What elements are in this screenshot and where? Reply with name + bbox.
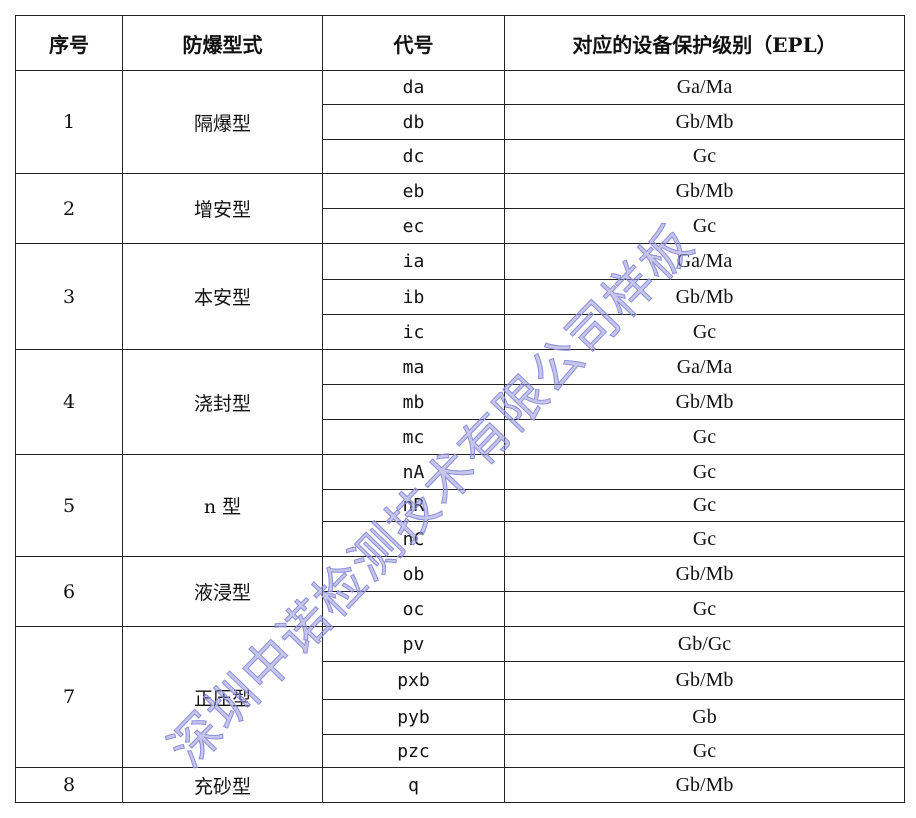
code: ma <box>322 349 505 385</box>
protection-type: 增安型 <box>122 173 323 244</box>
epl-level: Gb/Mb <box>504 556 905 592</box>
protection-type: 液浸型 <box>122 556 323 627</box>
epl-level: Gc <box>504 454 905 490</box>
code: q <box>322 767 505 803</box>
code: ia <box>322 243 505 280</box>
table-row: 4 浇封型 ma Ga/Ma <box>15 349 905 455</box>
table-row: ic Gc <box>16 314 905 350</box>
code: db <box>322 104 505 140</box>
epl-level: Ga/Ma <box>504 349 905 385</box>
table-row: dc Gc <box>16 139 905 174</box>
code: dc <box>322 139 505 174</box>
header-row: 序号 防爆型式 代号 对应的设备保护级别（EPL） <box>15 15 905 71</box>
code: ec <box>322 208 505 244</box>
code: ib <box>322 279 505 315</box>
code: nR <box>322 489 505 522</box>
epl-level: Gc <box>504 139 905 174</box>
table-row: pzc Gc <box>16 734 905 768</box>
epl-level: Gb/Mb <box>504 661 905 700</box>
epl-level: Gc <box>504 591 905 627</box>
epl-level: Gb <box>504 699 905 735</box>
protection-type: n 型 <box>122 454 323 557</box>
epl-level: Gc <box>504 734 905 768</box>
epl-level: Gc <box>504 521 905 557</box>
protection-type: 正压型 <box>122 626 323 768</box>
table-row: 8 充砂型 q Gb/Mb <box>15 767 905 803</box>
code: mb <box>322 384 505 420</box>
table-row: db Gb/Mb <box>16 104 905 140</box>
serial-number: 8 <box>15 767 123 803</box>
table-row: mc Gc <box>16 419 905 455</box>
epl-level: Gb/Mb <box>504 384 905 420</box>
epl-level: Gc <box>504 208 905 244</box>
protection-type: 隔爆型 <box>122 70 323 174</box>
epl-level: Gc <box>504 419 905 455</box>
explosion-protection-table: 序号 防爆型式 代号 对应的设备保护级别（EPL） 1 隔爆型 da Ga/Ma db G… <box>15 15 905 803</box>
table-row: ec Gc <box>16 208 905 244</box>
table-row: 3 本安型 ia Ga/Ma <box>15 243 905 350</box>
epl-level: Gb/Mb <box>504 767 905 803</box>
epl-level: Ga/Ma <box>504 243 905 280</box>
code: pzc <box>322 734 505 768</box>
table-row: nR Gc <box>16 489 905 522</box>
serial-number: 3 <box>15 243 123 350</box>
table-row: 1 隔爆型 da Ga/Ma <box>15 70 905 174</box>
protection-type: 浇封型 <box>122 349 323 455</box>
table-row: 2 增安型 eb Gb/Mb <box>15 173 905 244</box>
serial-number: 7 <box>15 626 123 768</box>
header-type: 防爆型式 <box>122 15 323 71</box>
table-row: mb Gb/Mb <box>16 384 905 420</box>
code: pyb <box>322 699 505 735</box>
code: eb <box>322 173 505 209</box>
code: oc <box>322 591 505 627</box>
header-no: 序号 <box>15 15 123 71</box>
serial-number: 2 <box>15 173 123 244</box>
protection-type: 充砂型 <box>122 767 323 803</box>
epl-level: Gb/Mb <box>504 173 905 209</box>
header-code: 代号 <box>322 15 505 71</box>
code: da <box>322 70 505 105</box>
table-row: 7 正压型 pv Gb/Gc <box>15 626 905 768</box>
table-row: oc Gc <box>16 591 905 627</box>
epl-level: Gc <box>504 314 905 350</box>
code: ob <box>322 556 505 592</box>
serial-number: 5 <box>15 454 123 557</box>
code: mc <box>322 419 505 455</box>
code: pv <box>322 626 505 662</box>
code: pxb <box>322 661 505 700</box>
code: nA <box>322 454 505 490</box>
table-row: pxb Gb/Mb <box>16 661 905 700</box>
epl-level: Ga/Ma <box>504 70 905 105</box>
code: ic <box>322 314 505 350</box>
serial-number: 4 <box>15 349 123 455</box>
protection-type: 本安型 <box>122 243 323 350</box>
table-row: ib Gb/Mb <box>16 279 905 315</box>
epl-level: Gc <box>504 489 905 522</box>
epl-level: Gb/Mb <box>504 104 905 140</box>
header-epl: 对应的设备保护级别（EPL） <box>504 15 905 71</box>
table-row: pyb Gb <box>16 699 905 735</box>
code: nC <box>322 521 505 557</box>
epl-level: Gb/Mb <box>504 279 905 315</box>
serial-number: 6 <box>15 556 123 627</box>
serial-number: 1 <box>15 70 123 174</box>
table-row: 6 液浸型 ob Gb/Mb <box>15 556 905 627</box>
epl-level: Gb/Gc <box>504 626 905 662</box>
